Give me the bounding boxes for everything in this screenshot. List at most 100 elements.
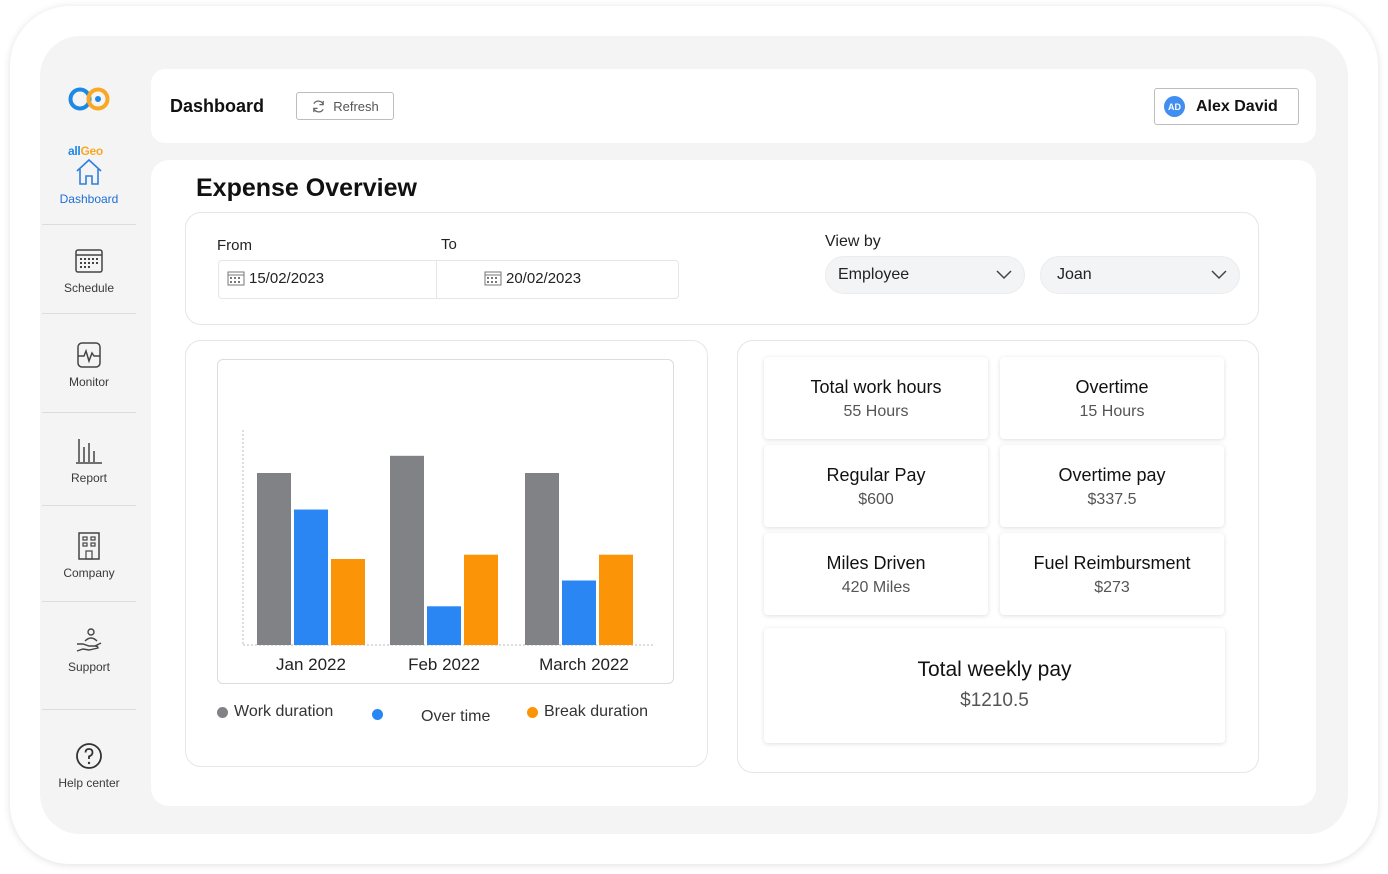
bar-chart: Jan 2022 Feb 2022 March 2022 (242, 430, 655, 674)
calendar-icon (75, 249, 103, 273)
home-icon (76, 158, 102, 185)
date-divider (436, 261, 437, 298)
chevron-down-icon (996, 270, 1012, 280)
legend-label: Work duration (234, 703, 334, 720)
logo-text: allGeo (68, 144, 103, 158)
x-tick-label: Jan 2022 (276, 655, 346, 674)
stat-card-total-work-hours: Total work hours 55 Hours (764, 357, 988, 439)
allgeo-logo-icon (68, 87, 110, 111)
sidebar-item-report[interactable]: Report (42, 435, 136, 485)
stat-value: 55 Hours (843, 403, 909, 420)
from-label: From (217, 237, 252, 254)
bar-break-duration (599, 554, 633, 645)
header-bar: Dashboard Refresh AD Alex David (151, 69, 1316, 143)
view-by-label: View by (825, 233, 881, 250)
from-date-field[interactable]: 15/02/2023 (227, 270, 324, 287)
legend-item-work-duration: Work duration (217, 703, 333, 721)
bar-over-time (427, 606, 461, 645)
from-date-value: 15/02/2023 (249, 270, 325, 287)
bar-work-duration (525, 473, 559, 645)
section-title: Expense Overview (196, 174, 417, 202)
legend-dot (217, 706, 228, 718)
sidebar-item-help-center[interactable]: Help center (42, 740, 136, 790)
logo-text-a: all (68, 144, 81, 158)
nav-divider (42, 313, 136, 314)
sidebar-item-label: Schedule (63, 281, 115, 295)
stat-title: Miles Driven (826, 553, 926, 573)
building-icon (78, 532, 100, 560)
legend-label: Break duration (544, 703, 649, 720)
bar-chart-icon (76, 439, 102, 464)
legend-label: Over time (421, 708, 491, 725)
total-title: Total weekly pay (917, 658, 1072, 681)
sidebar-item-label: Help center (58, 776, 120, 790)
sidebar: allGeo Dashboard Schedule Monitor (40, 36, 140, 834)
x-tick-label: March 2022 (539, 655, 629, 674)
user-name: Alex David (1196, 97, 1278, 115)
sidebar-item-dashboard[interactable]: Dashboard (42, 156, 136, 206)
stat-card-fuel-reimbursment: Fuel Reimbursment $273 (1000, 533, 1224, 615)
bar-break-duration (331, 559, 365, 645)
stat-title: Regular Pay (826, 465, 926, 485)
stat-value: $600 (858, 491, 894, 508)
total-value: $1210.5 (960, 690, 1029, 711)
filter-panel: From To 15/02/2023 20/02/2023 (185, 212, 1259, 325)
stat-card-overtime-pay: Overtime pay $337.5 (1000, 445, 1224, 527)
stat-value: 15 Hours (1079, 403, 1145, 420)
page-title: Dashboard (170, 96, 265, 116)
nav-divider (42, 505, 136, 506)
logo-text-b: Geo (80, 144, 103, 158)
refresh-label: Refresh (333, 98, 379, 114)
stat-value: $337.5 (1087, 491, 1137, 508)
x-tick-label: Feb 2022 (408, 655, 480, 674)
sidebar-item-monitor[interactable]: Monitor (42, 339, 136, 389)
bar-work-duration (257, 473, 291, 645)
bar-work-duration (390, 455, 424, 645)
stat-title: Fuel Reimbursment (1033, 553, 1191, 573)
person-select[interactable]: Joan (1040, 256, 1240, 294)
legend-item-over-time: Over time (372, 703, 490, 726)
refresh-icon (313, 99, 325, 113)
total-weekly-pay-card: Total weekly pay $1210.5 (764, 628, 1225, 743)
sidebar-item-label: Monitor (68, 375, 109, 389)
stat-card-overtime: Overtime 15 Hours (1000, 357, 1224, 439)
date-range-input: 15/02/2023 20/02/2023 (218, 260, 679, 299)
avatar: AD (1164, 96, 1185, 117)
chart-container: Jan 2022 Feb 2022 March 2022 (217, 359, 674, 684)
stat-value: $273 (1094, 579, 1130, 596)
stat-title: Overtime pay (1058, 465, 1166, 485)
sidebar-item-schedule[interactable]: Schedule (42, 245, 136, 295)
nav-divider (42, 601, 136, 602)
support-hand-icon (76, 628, 102, 652)
stats-panel: Total work hours 55 Hours Overtime 15 Ho… (737, 340, 1259, 773)
sidebar-item-label: Company (63, 566, 115, 580)
chevron-down-icon (1211, 270, 1227, 280)
legend-item-break-duration: Break duration (527, 703, 648, 721)
to-date-value: 20/02/2023 (506, 270, 582, 287)
nav-divider (42, 412, 136, 413)
legend-dot (372, 709, 383, 720)
chart-panel: Jan 2022 Feb 2022 March 2022 Work duration… (185, 340, 708, 767)
view-by-select[interactable]: Employee (825, 256, 1025, 294)
stat-title: Overtime (1075, 377, 1149, 397)
sidebar-item-label: Support (67, 660, 111, 674)
bar-over-time (562, 580, 596, 645)
user-menu-button[interactable]: AD Alex David (1154, 88, 1299, 125)
view-by-value: Employee (838, 266, 910, 283)
person-value: Joan (1057, 266, 1092, 283)
sidebar-item-support[interactable]: Support (42, 624, 136, 674)
sidebar-item-label: Dashboard (59, 192, 119, 206)
calendar-icon (484, 271, 502, 286)
to-label: To (441, 236, 457, 253)
legend-dot (527, 706, 538, 718)
to-date-field[interactable]: 20/02/2023 (484, 270, 581, 287)
refresh-button[interactable]: Refresh (296, 92, 394, 120)
bar-break-duration (464, 554, 498, 645)
stat-title: Total work hours (810, 377, 942, 397)
sidebar-item-company[interactable]: Company (42, 530, 136, 580)
nav-divider (42, 224, 136, 225)
stat-card-regular-pay: Regular Pay $600 (764, 445, 988, 527)
stat-card-miles-driven: Miles Driven 420 Miles (764, 533, 988, 615)
monitor-icon (77, 342, 101, 368)
stat-value: 420 Miles (841, 579, 911, 596)
